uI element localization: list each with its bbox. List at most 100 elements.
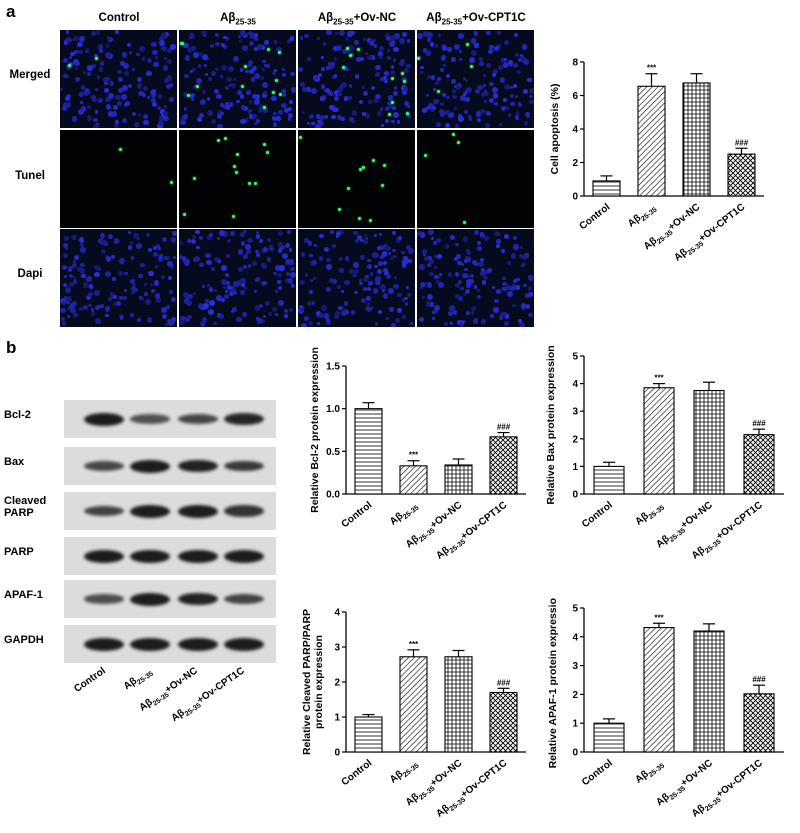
blot-band bbox=[130, 549, 170, 563]
y-axis-label: protein expression bbox=[313, 635, 325, 729]
blot-band bbox=[224, 505, 264, 517]
significance-label: ### bbox=[497, 423, 511, 432]
bar bbox=[489, 691, 518, 753]
row-header-merged: Merged bbox=[9, 69, 51, 81]
significance-label: ### bbox=[752, 419, 766, 428]
tunel-image-0 bbox=[60, 130, 177, 228]
blot-band bbox=[178, 504, 218, 518]
y-tick-label: 2 bbox=[572, 434, 578, 445]
y-tick-label: 4 bbox=[572, 632, 578, 643]
blot-band bbox=[84, 412, 124, 426]
x-tick-label: Aβ25-35 bbox=[626, 202, 659, 232]
tunel-image-1 bbox=[179, 130, 296, 228]
blot-band bbox=[84, 549, 124, 563]
y-axis-label: Relative Cleaved PARP/PARP bbox=[301, 609, 313, 755]
blot-label-apaf-1: APAF-1 bbox=[4, 589, 43, 601]
bar bbox=[637, 85, 666, 197]
y-tick-label: 6 bbox=[572, 91, 578, 102]
significance-label: *** bbox=[654, 613, 664, 622]
y-tick-label: 2 bbox=[334, 678, 340, 689]
blot-strip bbox=[64, 492, 276, 530]
x-tick-label: Control bbox=[580, 758, 615, 789]
blot-band bbox=[130, 414, 170, 424]
significance-label: *** bbox=[409, 640, 419, 649]
column-header-control: Control bbox=[98, 12, 140, 24]
y-tick-label: 8 bbox=[572, 58, 578, 69]
blot-label-bcl-2: Bcl-2 bbox=[4, 409, 31, 421]
blot-band bbox=[84, 505, 124, 517]
bar bbox=[682, 82, 711, 197]
y-tick-label: 1 bbox=[334, 713, 340, 724]
blot-band bbox=[84, 461, 124, 471]
blot-band bbox=[224, 549, 264, 563]
bar bbox=[743, 693, 775, 753]
bar bbox=[489, 436, 518, 495]
blot-strip bbox=[64, 537, 276, 575]
x-tick-label: Aβ25-35 bbox=[388, 500, 421, 530]
panel-b-letter: b bbox=[6, 338, 17, 357]
blot-band bbox=[130, 504, 170, 518]
blot-label-parp: PARP bbox=[4, 546, 34, 558]
y-tick-label: 1 bbox=[572, 462, 578, 473]
column-header-abeta-ov-cpt1c: Aβ25-35+Ov-CPT1C bbox=[426, 12, 526, 27]
blot-band bbox=[224, 593, 264, 605]
dapi-image-3 bbox=[417, 229, 534, 327]
y-tick-label: 4 bbox=[572, 379, 578, 390]
significance-label: *** bbox=[654, 374, 664, 383]
column-header-abeta: Aβ25-35 bbox=[220, 12, 256, 27]
panel-a-letter: a bbox=[6, 2, 16, 21]
blot-band bbox=[130, 459, 170, 473]
bar bbox=[593, 465, 625, 495]
blot-band bbox=[84, 637, 124, 651]
y-tick-label: 1.0 bbox=[326, 404, 340, 415]
merged-image-0 bbox=[60, 30, 177, 128]
merged-image-2 bbox=[298, 30, 415, 128]
y-tick-label: 5 bbox=[572, 604, 578, 615]
y-tick-label: 0.0 bbox=[326, 490, 340, 501]
y-tick-label: 3 bbox=[572, 661, 578, 672]
blot-strip bbox=[64, 580, 276, 618]
x-tick-label: Control bbox=[340, 758, 375, 789]
column-header-abeta-ov-nc: Aβ25-35+Ov-NC bbox=[317, 12, 397, 27]
y-tick-label: 4 bbox=[334, 608, 340, 619]
bar bbox=[727, 153, 756, 197]
bar bbox=[693, 389, 725, 495]
chart-bcl2-expression: 0.0 0.5 1.0 1.5 Relative Bcl-2 protein expre… bbox=[309, 347, 526, 560]
chart-cell-apoptosis: 0 2 4 6 8 Cell apoptosis (%) Control *** Aβ25-35… bbox=[549, 58, 764, 264]
bar bbox=[592, 180, 621, 197]
bar bbox=[354, 716, 383, 753]
blot-lane-label: Aβ25-35 bbox=[122, 665, 155, 694]
bar bbox=[693, 630, 725, 753]
y-axis-label: Relative APAF-1 protein expression bbox=[547, 598, 559, 768]
blot-band bbox=[130, 637, 170, 651]
y-tick-label: 0 bbox=[334, 748, 340, 759]
significance-label: *** bbox=[647, 64, 657, 73]
bar bbox=[399, 465, 428, 495]
y-tick-label: 3 bbox=[334, 643, 340, 654]
blot-band bbox=[178, 637, 218, 651]
chart-apaf1-expression: 0 1 2 3 4 5 Relative APAF-1 protein expression… bbox=[547, 598, 784, 820]
blot-band bbox=[224, 637, 264, 651]
tunel-image-2 bbox=[298, 130, 415, 228]
blot-band bbox=[178, 592, 218, 606]
blot-lane-label-svg: Control Aβ25-35Aβ25-35+Ov-NCAβ25-35+Ov-CP… bbox=[72, 665, 246, 724]
y-tick-label: 1.5 bbox=[326, 362, 340, 373]
y-axis-label: Relative Bax protein expression bbox=[545, 345, 557, 504]
significance-label: ### bbox=[735, 138, 749, 147]
blot-band bbox=[178, 414, 218, 424]
x-tick-label: Control bbox=[580, 500, 615, 531]
dapi-image-2 bbox=[298, 229, 415, 327]
row-header-dapi: Dapi bbox=[17, 268, 43, 280]
blot-band bbox=[224, 460, 264, 472]
blot-label-gapdh: GAPDH bbox=[4, 634, 44, 646]
dapi-image-1 bbox=[179, 229, 296, 327]
x-tick-label: Control bbox=[578, 202, 613, 233]
blot-lane-label: Control bbox=[72, 665, 108, 695]
bar bbox=[593, 722, 625, 753]
y-tick-label: 2 bbox=[572, 158, 578, 169]
significance-label: ### bbox=[752, 675, 766, 684]
blot-band bbox=[224, 412, 264, 426]
dapi-image-0 bbox=[60, 229, 177, 327]
x-tick-label: Control bbox=[340, 500, 375, 531]
bar bbox=[444, 464, 473, 495]
